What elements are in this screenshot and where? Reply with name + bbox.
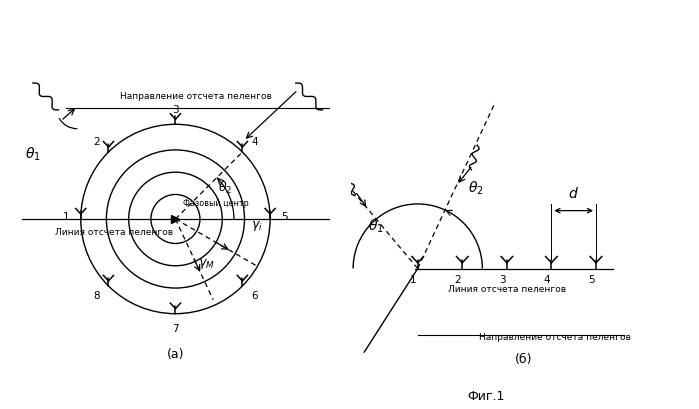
Text: Направление отсчета пеленгов: Направление отсчета пеленгов [120,92,271,101]
Text: $\gamma_M$: $\gamma_M$ [198,256,215,270]
Text: Направление отсчета пеленгов: Направление отсчета пеленгов [479,333,631,342]
Text: 2: 2 [454,275,461,285]
Text: 4: 4 [544,275,550,285]
Text: 5: 5 [281,212,288,222]
Text: 3: 3 [499,275,505,285]
Text: 6: 6 [252,291,258,301]
Text: 4: 4 [252,137,258,147]
Text: $\theta_2$: $\theta_2$ [218,180,232,196]
Text: Фиг.1: Фиг.1 [467,390,505,403]
Text: 1: 1 [63,212,70,222]
Text: 2: 2 [93,137,99,147]
Text: Фазовый центр: Фазовый центр [183,199,249,208]
Text: 7: 7 [172,324,179,334]
Text: (б): (б) [514,353,533,366]
Text: $d$: $d$ [568,186,579,200]
Text: $\theta_1$: $\theta_1$ [25,146,41,163]
Text: $\theta_2$: $\theta_2$ [468,180,484,197]
Text: Линия отсчета пеленгов: Линия отсчета пеленгов [448,285,566,294]
Text: (а): (а) [166,348,185,362]
Text: $\theta_1$: $\theta_1$ [368,218,383,235]
Text: 1: 1 [410,275,417,285]
Text: 3: 3 [172,105,179,115]
Text: 5: 5 [588,275,595,285]
Text: 8: 8 [93,291,99,301]
Text: Линия отсчета пеленгов: Линия отсчета пеленгов [55,228,173,237]
Text: $\gamma_i$: $\gamma_i$ [251,219,263,233]
